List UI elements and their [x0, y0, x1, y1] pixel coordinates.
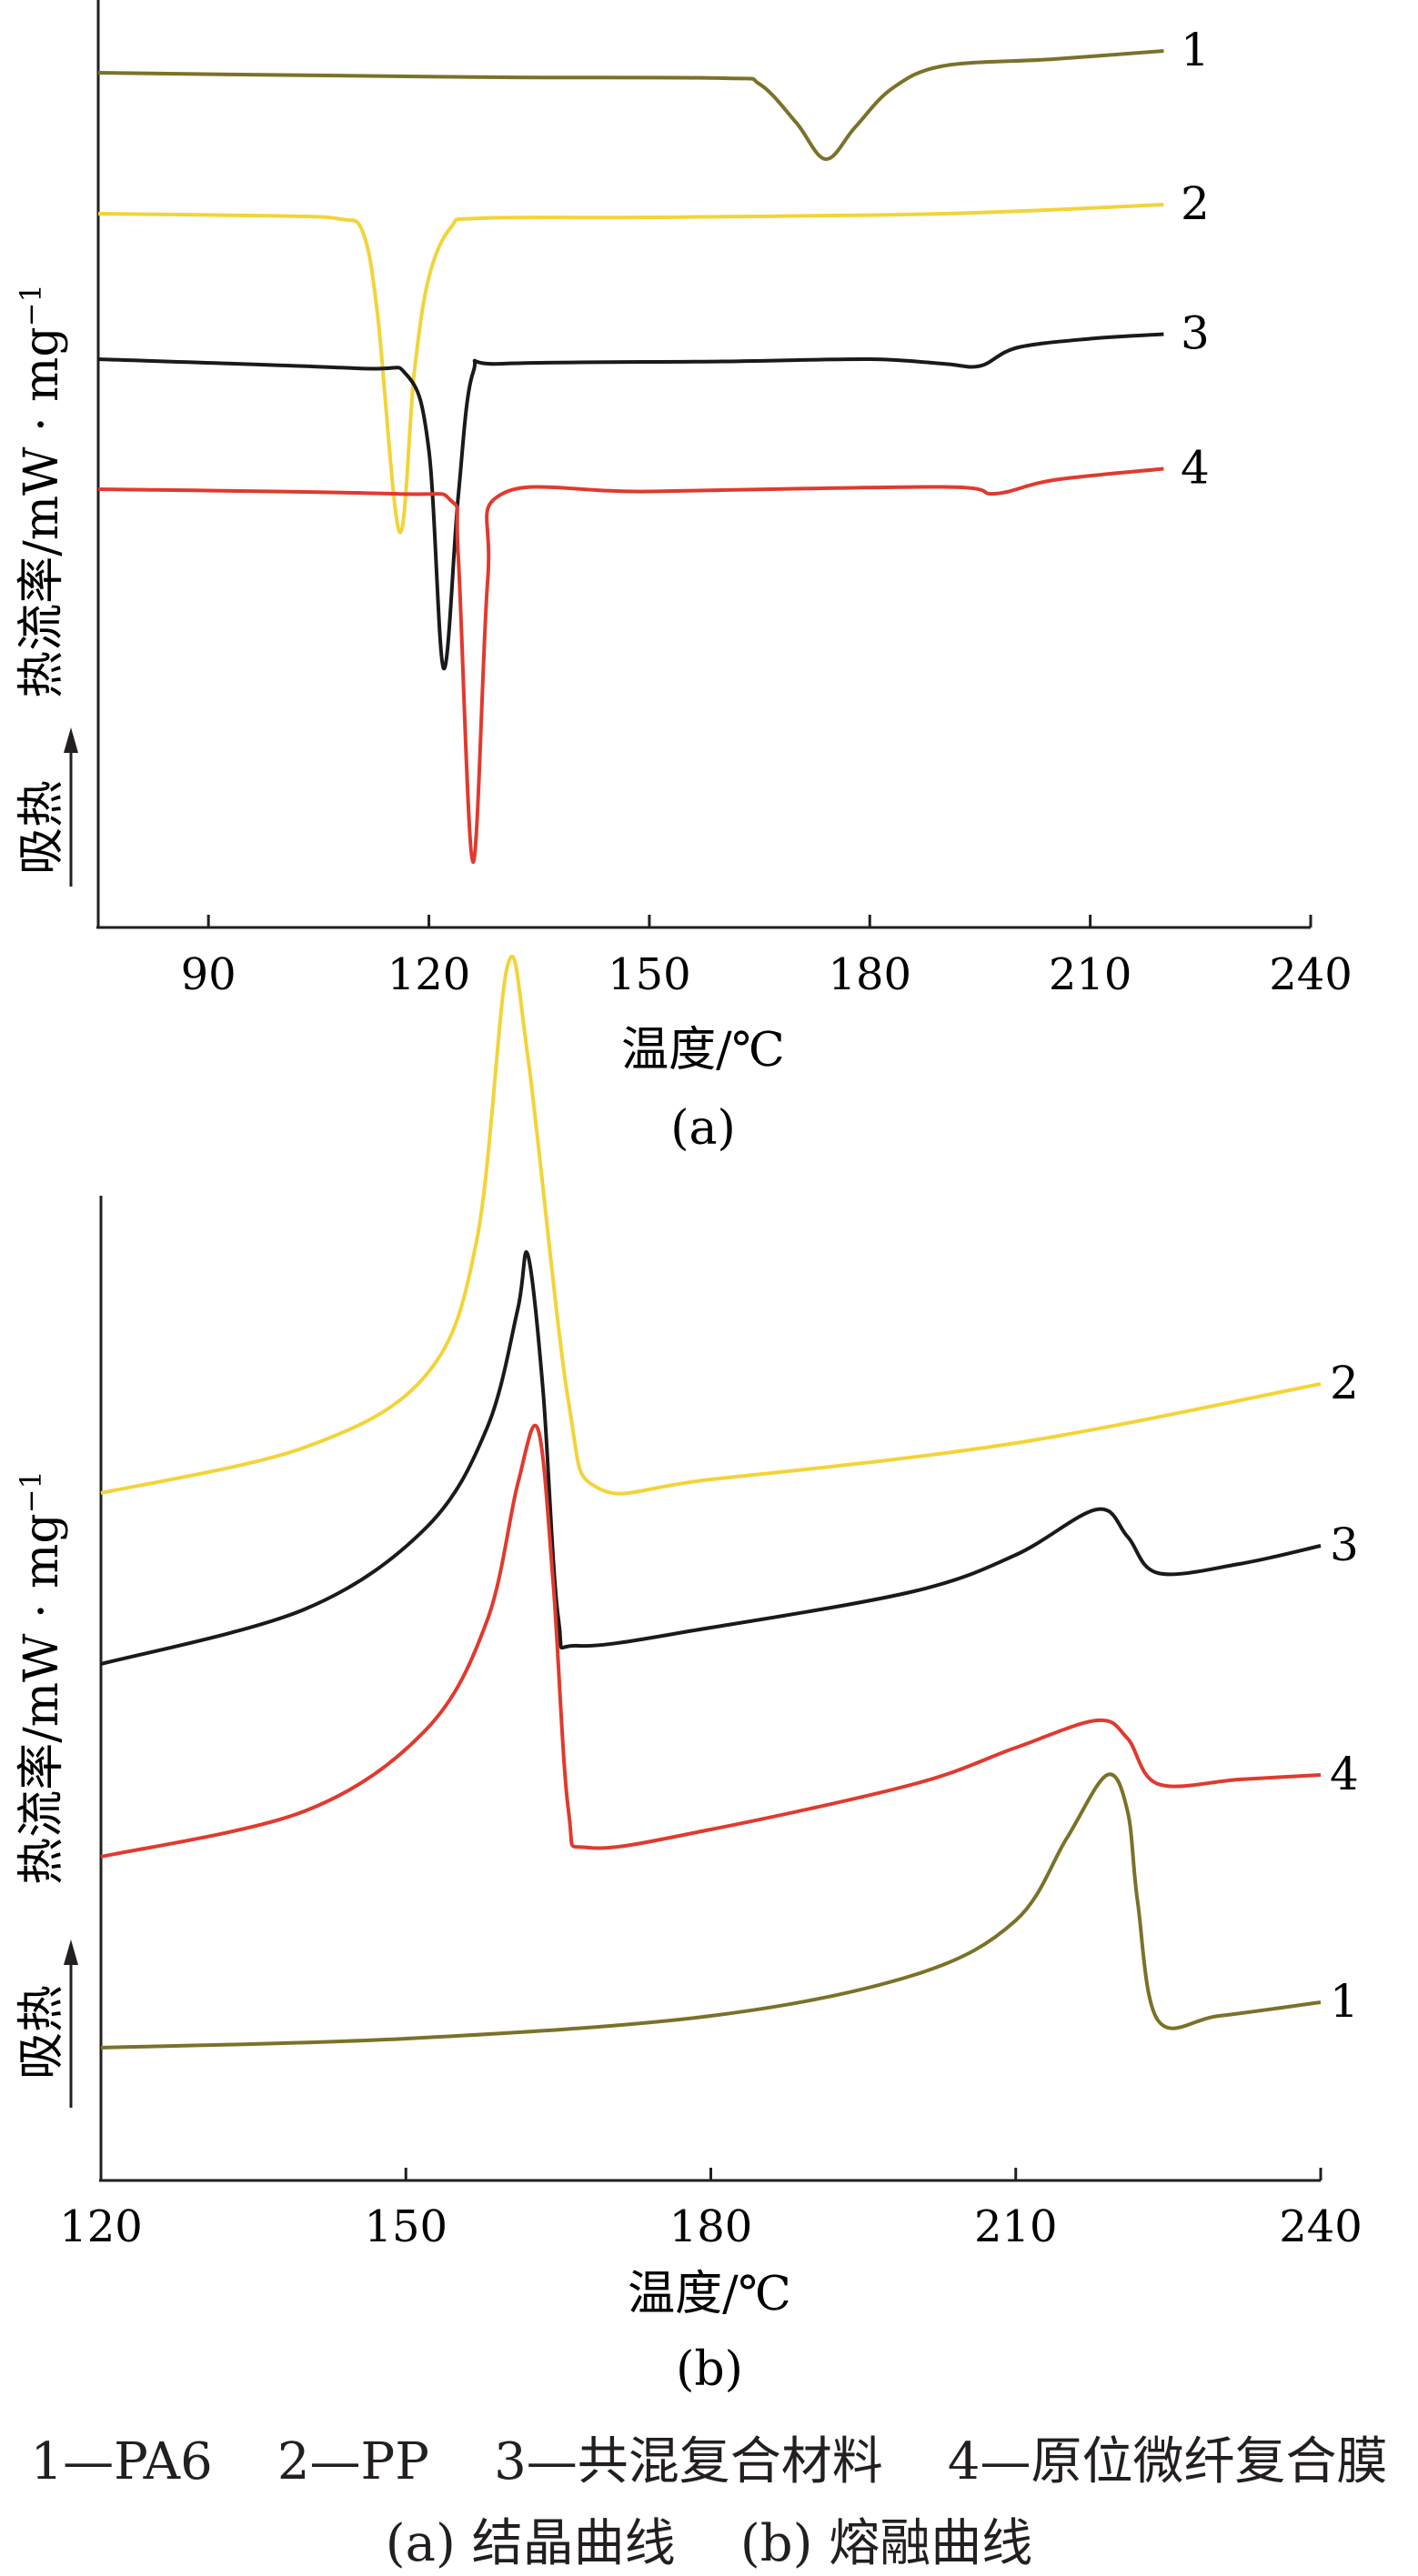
- panel-a-y-axis-title: 热流率/mW · mg−1: [14, 284, 69, 698]
- panel-b-series-1-label: 1: [1330, 1975, 1359, 2028]
- panel-a-series-2-line: [97, 203, 1164, 535]
- panel-a-series-4-line: [97, 466, 1164, 865]
- panel-b-series-2-line: [100, 955, 1322, 1496]
- panel-a-endotherm-arrowhead: [64, 727, 78, 753]
- panel-b-x-tick-label: 240: [1279, 2201, 1363, 2252]
- panel-a-series-1-line: [97, 49, 1164, 161]
- panel-b-series-1-line: [100, 1772, 1322, 2050]
- panel-a-x-tick-label: 90: [181, 949, 236, 1000]
- panel-b-x-axis-title: 温度/℃: [628, 2267, 791, 2321]
- panel-b-series-3-label: 3: [1330, 1519, 1359, 1571]
- panel-a-x-tick-label: 210: [1049, 949, 1132, 1000]
- panel-a-x-axis-title: 温度/℃: [621, 1023, 785, 1078]
- panel-b-label: (b): [676, 2342, 743, 2397]
- figure-legend-caption: 1—PA6 2—PP 3—共混复合材料 4—原位微纤复合膜: [30, 2432, 1388, 2491]
- panel-b-series-4-line: [100, 1423, 1322, 1859]
- panel-a-series-3-line: [97, 332, 1164, 671]
- panel-a-x-tick-label: 150: [608, 949, 691, 1000]
- panel-b-y-axis-title: 热流率/mW · mg−1: [14, 1470, 69, 1885]
- panel-a-x-tick-label: 240: [1269, 949, 1353, 1000]
- panel-a-series-3-label: 3: [1181, 307, 1210, 360]
- panel-b-series-4-label: 4: [1330, 1748, 1359, 1800]
- panel-b-series-2-label: 2: [1330, 1357, 1359, 1409]
- panel-b-x-tick-label: 180: [669, 2201, 753, 2252]
- panel-a-label: (a): [670, 1101, 736, 1156]
- panel-a-series-1-label: 1: [1181, 24, 1210, 76]
- panel-a-x-tick-label: 180: [828, 949, 911, 1000]
- panel-a-series-2-label: 2: [1181, 177, 1210, 230]
- panel-b-endotherm-arrowhead: [64, 1940, 78, 1965]
- panel-a-chart: 90 120 150 180 210 240 1 2 3 4 温度/℃ (a) 热流率/mW ·…: [14, 0, 1353, 1156]
- panel-b-x-tick-label: 210: [974, 2201, 1058, 2252]
- panel-b-x-tick-label: 120: [59, 2201, 143, 2252]
- panel-a-endotherm-label: 吸热: [15, 780, 69, 875]
- panel-a-series-4-label: 4: [1181, 442, 1210, 495]
- panel-b-endotherm-label: 吸热: [15, 1985, 69, 2080]
- panel-a-x-tick-label: 120: [387, 949, 471, 1000]
- panel-b-chart: 120 150 180 210 240 2 3 4 1 温度/℃ (b) 热流率/mW · m…: [14, 955, 1363, 2397]
- panel-b-x-tick-label: 150: [364, 2201, 448, 2252]
- figure-subtitle-caption: (a) 结晶曲线 (b) 熔融曲线: [385, 2514, 1033, 2573]
- panel-b-series-3-line: [100, 1250, 1322, 1666]
